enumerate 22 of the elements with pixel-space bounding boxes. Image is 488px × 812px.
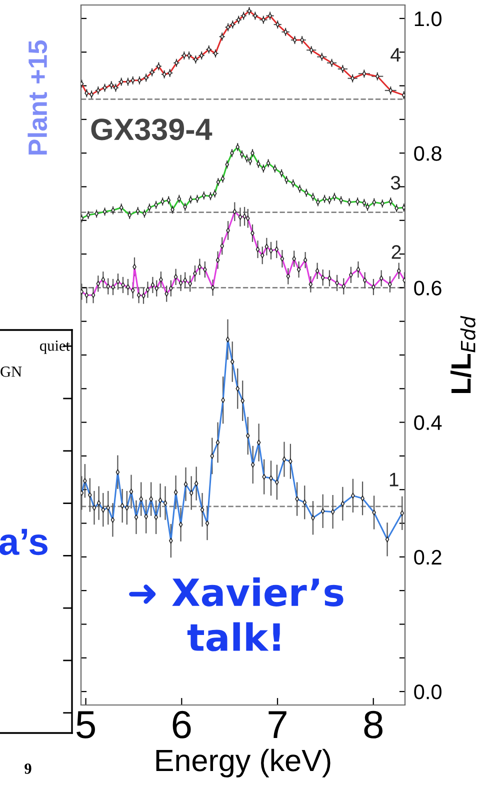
annotation: ➜ Xavier’s talk! xyxy=(129,577,344,652)
y-tick-label: 0.8 xyxy=(414,146,442,161)
text: 9 xyxy=(24,764,32,774)
y-tick-label: 0.2 xyxy=(414,550,442,565)
y-tick-label: 0.0 xyxy=(414,684,442,700)
text: quiet xyxy=(40,340,70,354)
y-tick-label: 0.4 xyxy=(414,415,442,430)
series-label: 4 xyxy=(390,48,400,62)
x-tick-label: 7 xyxy=(268,711,286,738)
x-tick-label: 5 xyxy=(76,711,95,738)
annotation: GX339-4 xyxy=(91,118,212,140)
text: Plant +15 xyxy=(28,40,48,155)
x-axis-title: Energy (keV) xyxy=(156,748,330,778)
series-label: 1 xyxy=(390,472,398,486)
series-label: 2 xyxy=(392,245,401,259)
y-tick-label: 1.0 xyxy=(414,11,442,26)
x-tick-label: 6 xyxy=(172,710,191,738)
text: GN xyxy=(0,366,22,377)
series-label: 3 xyxy=(390,176,400,190)
y-tick-label: 0.6 xyxy=(414,280,442,296)
y-axis-title: L/L$_{Edd}$ xyxy=(450,316,476,394)
x-tick-label: 8 xyxy=(364,710,382,738)
